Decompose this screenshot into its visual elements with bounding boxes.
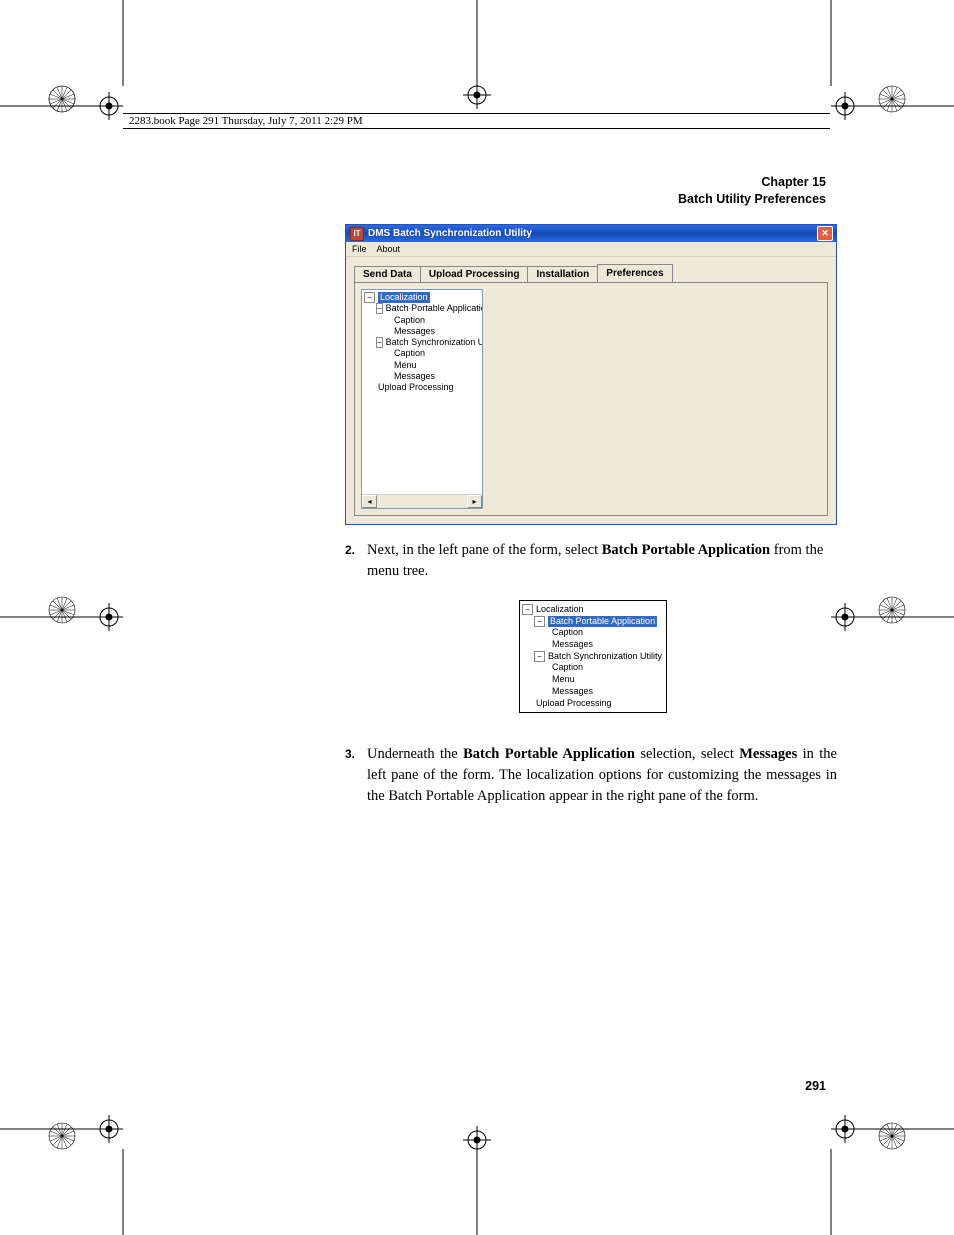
window-titlebar[interactable]: IT DMS Batch Synchronization Utility ✕ [346, 225, 836, 242]
scroll-right-icon[interactable]: ▸ [467, 495, 482, 508]
tree-label: Messages [394, 326, 435, 337]
menu-file[interactable]: File [352, 244, 367, 254]
tree-label: Batch Synchronization Utility [548, 651, 662, 663]
app-window: IT DMS Batch Synchronization Utility ✕ F… [345, 224, 837, 525]
tree-item-bsu[interactable]: − Batch Synchronization Utility [364, 337, 480, 348]
close-icon[interactable]: ✕ [817, 226, 833, 241]
step-number: 2. [345, 540, 367, 559]
menubar: File About [346, 242, 836, 257]
tree-snippet: − Localization − Batch Portable Applicat… [519, 600, 667, 713]
tree-item: Messages [522, 639, 662, 651]
text-bold: Batch Portable Application [602, 542, 770, 558]
menu-about[interactable]: About [377, 244, 401, 254]
tabs-row: Send Data Upload Processing Installation… [346, 257, 836, 282]
page-number: 291 [805, 1079, 826, 1093]
chapter-number: Chapter 15 [678, 174, 826, 191]
tree-item: Menu [522, 674, 662, 686]
tree-item-localization: − Localization [522, 604, 662, 616]
text-bold: Batch Portable Application [463, 746, 635, 762]
tree-item-bpa[interactable]: − Batch Portable Application [364, 303, 480, 314]
chapter-header: Chapter 15 Batch Utility Preferences [678, 174, 826, 208]
text-bold: Messages [739, 746, 797, 762]
tree-label: Menu [394, 360, 417, 371]
collapse-icon[interactable]: − [376, 303, 383, 314]
horizontal-scrollbar[interactable]: ◂ ▸ [362, 494, 482, 508]
tree-label: Localization [536, 604, 584, 616]
tree-label: Messages [552, 686, 593, 698]
app-icon: IT [350, 227, 364, 241]
page-header: 2283.book Page 291 Thursday, July 7, 201… [123, 113, 830, 129]
tree-label: Batch Synchronization Utility [386, 337, 483, 348]
tree-label: Caption [552, 627, 583, 639]
tree-label: Batch Portable Application [386, 303, 483, 314]
scroll-left-icon[interactable]: ◂ [362, 495, 377, 508]
collapse-icon: − [522, 604, 533, 615]
step-text: Underneath the Batch Portable Applicatio… [367, 744, 837, 807]
tree-label: Upload Processing [378, 382, 454, 393]
text: Underneath the [367, 746, 463, 762]
tree-label: Messages [552, 639, 593, 651]
page-header-text: 2283.book Page 291 Thursday, July 7, 201… [129, 115, 363, 127]
tree-label: Menu [552, 674, 575, 686]
collapse-icon: − [534, 651, 545, 662]
tree-label: Caption [552, 662, 583, 674]
collapse-icon: − [534, 616, 545, 627]
tree-item: Upload Processing [522, 698, 662, 710]
collapse-icon[interactable]: − [364, 292, 375, 303]
step-number: 3. [345, 744, 367, 763]
tree-item-bsu-messages[interactable]: Messages [364, 371, 480, 382]
tree-pane[interactable]: − Localization − Batch Portable Applicat… [361, 289, 483, 509]
tree-item-bsu: − Batch Synchronization Utility [522, 651, 662, 663]
tree-label: Upload Processing [536, 698, 612, 710]
tab-panel-preferences: − Localization − Batch Portable Applicat… [354, 282, 828, 516]
step-3: 3. Underneath the Batch Portable Applica… [345, 744, 837, 807]
tree-item-bpa-caption[interactable]: Caption [364, 315, 480, 326]
window-title: DMS Batch Synchronization Utility [368, 228, 532, 239]
tree-label: Caption [394, 315, 425, 326]
tree-item-bsu-caption[interactable]: Caption [364, 348, 480, 359]
tree-label: Messages [394, 371, 435, 382]
tree-item-bsu-menu[interactable]: Menu [364, 360, 480, 371]
tree-item-upload[interactable]: Upload Processing [364, 382, 480, 393]
tree-label: Caption [394, 348, 425, 359]
tree-item-bpa-messages[interactable]: Messages [364, 326, 480, 337]
text: selection, select [635, 746, 739, 762]
tree-label: Batch Portable Application [548, 616, 657, 628]
tree-item-localization[interactable]: − Localization [364, 292, 480, 303]
tree-item: Caption [522, 662, 662, 674]
step-text: Next, in the left pane of the form, sele… [367, 540, 837, 582]
tree-label: Localization [378, 292, 430, 303]
text: Next, in the left pane of the form, sele… [367, 542, 602, 558]
tab-preferences[interactable]: Preferences [597, 264, 672, 282]
tree-item-bpa: − Batch Portable Application [522, 616, 662, 628]
collapse-icon[interactable]: − [376, 337, 383, 348]
tree-item: Messages [522, 686, 662, 698]
step-2: 2. Next, in the left pane of the form, s… [345, 540, 837, 582]
tree-item: Caption [522, 627, 662, 639]
chapter-title: Batch Utility Preferences [678, 191, 826, 208]
